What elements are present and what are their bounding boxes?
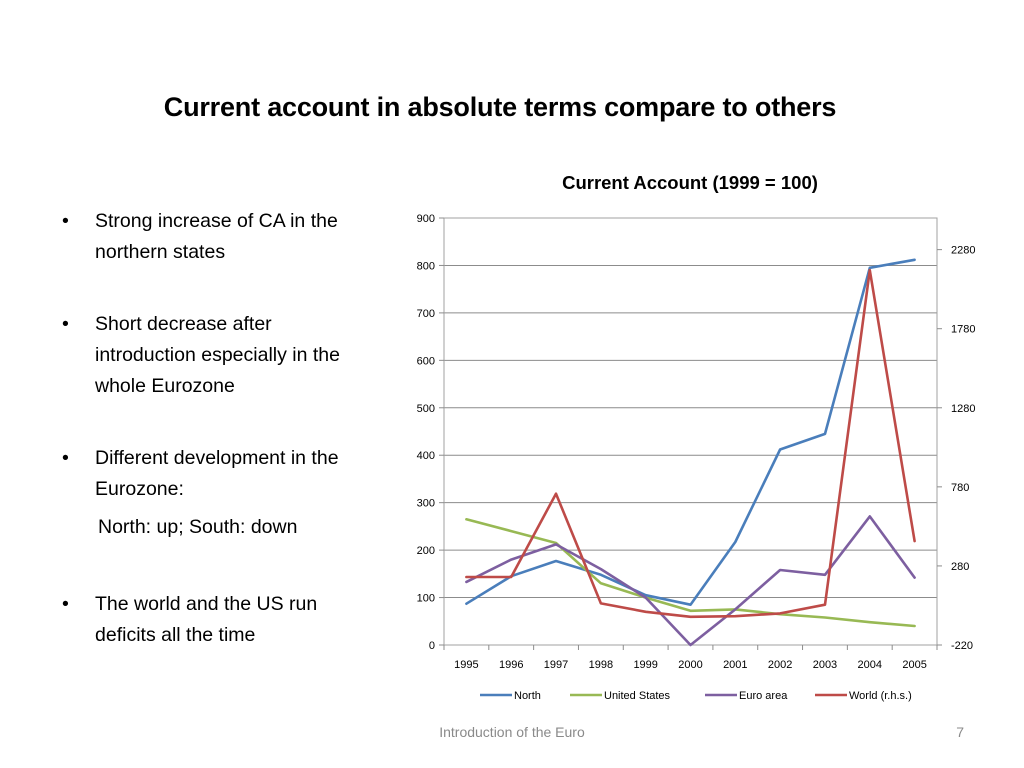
bullet-icon: • <box>62 313 69 335</box>
y-tick-label: 400 <box>417 450 435 462</box>
y-tick-label: 0 <box>429 640 435 652</box>
gridlines <box>444 217 937 599</box>
y-tick-label: 900 <box>417 213 435 225</box>
y-tick-label: 300 <box>417 498 435 510</box>
x-tick-label: 2000 <box>678 659 702 671</box>
bullet-icon: • <box>62 593 69 615</box>
x-tick-label: 2003 <box>813 659 837 671</box>
series-line <box>465 268 916 619</box>
chart-title: Current Account (1999 = 100) <box>562 172 818 193</box>
legend-label: United States <box>604 690 671 702</box>
y2-tick-label: 780 <box>951 482 969 494</box>
axes: 0 100 200 300 400 500 600 700 800 900 -220 280 780 12… <box>417 213 976 671</box>
bullet-item: • Short decrease after introduction espec… <box>62 309 372 402</box>
bullet-list: • Strong increase of CA in the northern s… <box>62 206 372 692</box>
x-tick-label: 1998 <box>589 659 613 671</box>
series-lines <box>465 258 916 647</box>
bullet-icon: • <box>62 210 69 232</box>
bullet-subline: North: up; South: down <box>98 516 298 538</box>
y2-tick-label: 1280 <box>951 403 975 415</box>
series-line <box>465 258 916 607</box>
x-tick-label: 2001 <box>723 659 747 671</box>
y-tick-label: 800 <box>417 260 435 272</box>
bullet-icon: • <box>62 447 69 469</box>
x-tick-label: 1996 <box>499 659 523 671</box>
x-tick-label: 1999 <box>633 659 657 671</box>
y2-tick-label: 280 <box>951 561 969 573</box>
y-tick-label: 600 <box>417 355 435 367</box>
y-tick-label: 500 <box>417 403 435 415</box>
x-tick-label: 2004 <box>858 659 882 671</box>
x-tick-label: 1997 <box>544 659 568 671</box>
bullet-item: • Strong increase of CA in the northern s… <box>62 206 372 268</box>
slide-footer: Introduction of the Euro <box>439 724 585 740</box>
y-tick-label: 100 <box>417 593 435 605</box>
x-tick-label: 2005 <box>902 659 926 671</box>
y2-tick-label: 1780 <box>951 324 975 336</box>
bullet-item: • The world and the US run deficits all t… <box>62 589 372 651</box>
page-number: 7 <box>956 724 964 740</box>
legend-label: Euro area <box>739 690 788 702</box>
bullet-text: Short decrease after introduction especi… <box>95 313 340 397</box>
y-tick-label: 700 <box>417 308 435 320</box>
x-tick-label: 2002 <box>768 659 792 671</box>
bullet-text: Strong increase of CA in the northern st… <box>95 210 338 263</box>
y2-tick-label: -220 <box>951 640 973 652</box>
slide-title: Current account in absolute terms compar… <box>163 92 837 122</box>
legend-label: World (r.h.s.) <box>849 690 912 702</box>
x-tick-label: 1995 <box>454 659 478 671</box>
plot-area-border <box>443 217 938 646</box>
series-line <box>465 515 916 647</box>
legend: North United States Euro area World (r.h.s.… <box>480 690 912 702</box>
legend-label: North <box>514 690 541 702</box>
y2-tick-label: 2280 <box>951 245 975 257</box>
line-chart: 0 100 200 300 400 500 600 700 800 900 -220 280 780 12… <box>417 213 976 702</box>
bullet-text: Different development in the Eurozone: <box>95 447 339 500</box>
series-line <box>465 517 916 628</box>
bullet-text: The world and the US run deficits all th… <box>95 593 318 646</box>
y-tick-label: 200 <box>417 545 435 557</box>
bullet-item: • Different development in the Eurozone: <box>62 443 372 505</box>
